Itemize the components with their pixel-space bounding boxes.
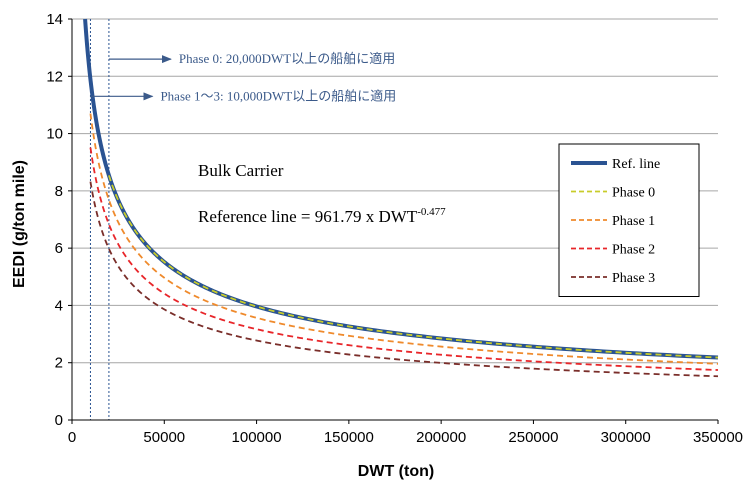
legend-label-phase-1: Phase 1 (612, 214, 655, 229)
x-tick-label-350000: 350000 (693, 429, 743, 446)
x-tick-label-50000: 50000 (143, 429, 185, 446)
y-tick-label-14: 14 (46, 11, 63, 28)
y-tick-label-12: 12 (46, 68, 63, 85)
legend-label-phase-0: Phase 0 (612, 186, 655, 201)
y-axis-title: EEDI (g/ton mile) (11, 160, 28, 288)
series-line-phase-3 (89, 181, 719, 378)
x-tick-label-0: 0 (68, 429, 76, 446)
y-tick-label-4: 4 (55, 297, 63, 314)
x-tick-label-250000: 250000 (508, 429, 558, 446)
x-tick-label-150000: 150000 (324, 429, 374, 446)
x-tick-label-100000: 100000 (232, 429, 282, 446)
threshold-lines (89, 19, 110, 420)
y-tick-label-6: 6 (55, 240, 63, 257)
gridlines (72, 18, 718, 364)
series-line-phase-0 (108, 175, 719, 359)
y-tick-label-10: 10 (46, 126, 63, 143)
legend: Ref. line Phase 0 Phase 1 Phase 2 Phase 3 (558, 143, 700, 297)
y-tick-labels: 0 2 4 6 8 10 12 14 (46, 11, 63, 429)
formula-text: Reference line = 961.79 x DWT (198, 207, 418, 226)
axes (68, 18, 719, 424)
series-line-phase-1 (89, 113, 719, 365)
x-tick-labels: 0 50000 100000 150000 200000 250000 300000 3500… (68, 429, 743, 446)
y-tick-label-2: 2 (55, 355, 63, 372)
x-axis-title: DWT (ton) (358, 463, 434, 480)
y-tick-label-8: 8 (55, 183, 63, 200)
legend-label-ref-line: Ref. line (612, 157, 660, 172)
annotations: Phase 0: 20,000DWT以上の船舶に適用 Phase 1～3: 10,… (90, 51, 396, 103)
series-curves (83, 18, 719, 378)
chart-label: Bulk Carrier (198, 161, 284, 180)
annotation-text-1: Phase 0: 20,000DWT以上の船舶に適用 (179, 51, 395, 66)
x-tick-label-200000: 200000 (416, 429, 466, 446)
series-line-phase-2 (89, 147, 719, 371)
legend-label-phase-3: Phase 3 (612, 271, 655, 286)
annotation-text-2: Phase 1～3: 10,000DWT以上の船舶に適用 (160, 88, 396, 103)
y-tick-label-0: 0 (55, 412, 63, 429)
x-tick-label-300000: 300000 (601, 429, 651, 446)
formula-exponent: -0.477 (417, 206, 446, 218)
reference-formula: Reference line = 961.79 x DWT-0.477 (198, 206, 446, 226)
legend-label-phase-2: Phase 2 (612, 243, 655, 258)
